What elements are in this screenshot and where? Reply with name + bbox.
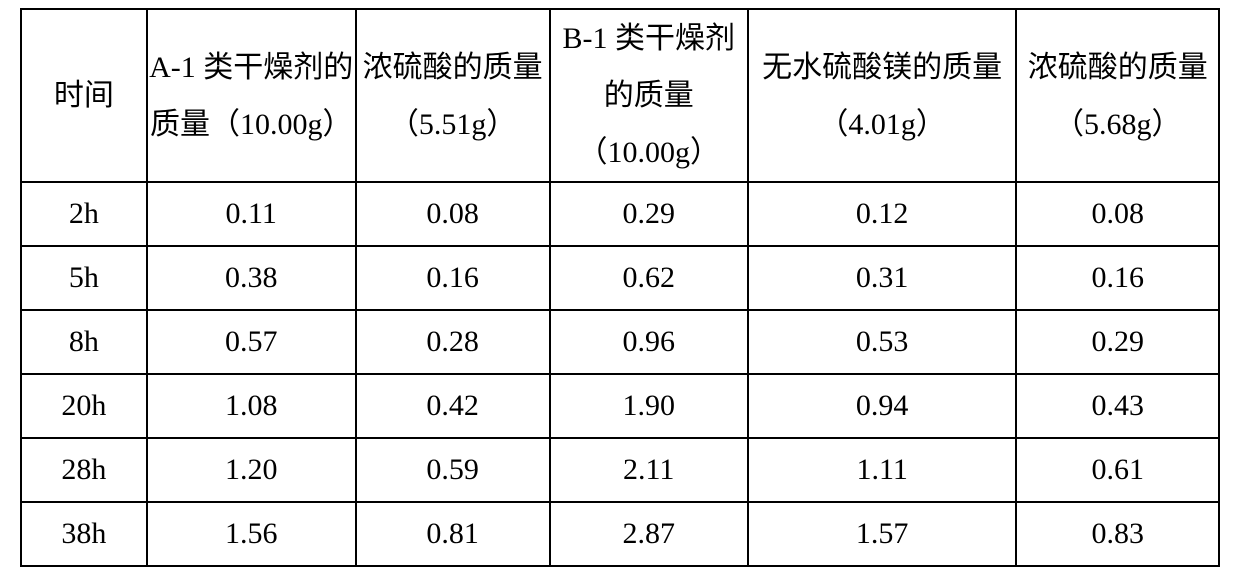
cell-mg: 0.94 — [748, 374, 1017, 438]
col-header-a1: A-1 类干燥剂的质量（10.00g） — [147, 9, 356, 182]
cell-h2: 0.16 — [1016, 246, 1219, 310]
table-row: 5h 0.38 0.16 0.62 0.31 0.16 — [21, 246, 1219, 310]
page: 时间 A-1 类干燥剂的质量（10.00g） 浓硫酸的质量（5.51g） B-1… — [0, 0, 1240, 572]
cell-a1: 0.11 — [147, 182, 356, 246]
cell-time: 20h — [21, 374, 147, 438]
cell-h1: 0.28 — [356, 310, 550, 374]
cell-mg: 0.12 — [748, 182, 1017, 246]
cell-time: 5h — [21, 246, 147, 310]
cell-a1: 1.08 — [147, 374, 356, 438]
cell-mg: 1.57 — [748, 502, 1017, 566]
cell-mg: 1.11 — [748, 438, 1017, 502]
cell-h1: 0.08 — [356, 182, 550, 246]
col-header-b1: B-1 类干燥剂的质量（10.00g） — [550, 9, 748, 182]
cell-h2: 0.29 — [1016, 310, 1219, 374]
cell-a1: 0.38 — [147, 246, 356, 310]
table-row: 28h 1.20 0.59 2.11 1.11 0.61 — [21, 438, 1219, 502]
col-header-h2: 浓硫酸的质量（5.68g） — [1016, 9, 1219, 182]
table-head: 时间 A-1 类干燥剂的质量（10.00g） 浓硫酸的质量（5.51g） B-1… — [21, 9, 1219, 182]
table-row: 20h 1.08 0.42 1.90 0.94 0.43 — [21, 374, 1219, 438]
cell-a1: 0.57 — [147, 310, 356, 374]
cell-b1: 1.90 — [550, 374, 748, 438]
cell-time: 28h — [21, 438, 147, 502]
col-header-mg: 无水硫酸镁的质量（4.01g） — [748, 9, 1017, 182]
col-header-h1: 浓硫酸的质量（5.51g） — [356, 9, 550, 182]
cell-mg: 0.31 — [748, 246, 1017, 310]
table-row: 38h 1.56 0.81 2.87 1.57 0.83 — [21, 502, 1219, 566]
cell-a1: 1.56 — [147, 502, 356, 566]
table-header-row: 时间 A-1 类干燥剂的质量（10.00g） 浓硫酸的质量（5.51g） B-1… — [21, 9, 1219, 182]
cell-h2: 0.08 — [1016, 182, 1219, 246]
cell-time: 8h — [21, 310, 147, 374]
cell-time: 38h — [21, 502, 147, 566]
table-row: 2h 0.11 0.08 0.29 0.12 0.08 — [21, 182, 1219, 246]
table-row: 8h 0.57 0.28 0.96 0.53 0.29 — [21, 310, 1219, 374]
cell-b1: 0.29 — [550, 182, 748, 246]
cell-h1: 0.16 — [356, 246, 550, 310]
cell-b1: 2.87 — [550, 502, 748, 566]
cell-h1: 0.42 — [356, 374, 550, 438]
cell-time: 2h — [21, 182, 147, 246]
cell-b1: 2.11 — [550, 438, 748, 502]
cell-h2: 0.83 — [1016, 502, 1219, 566]
cell-a1: 1.20 — [147, 438, 356, 502]
cell-h2: 0.61 — [1016, 438, 1219, 502]
cell-h1: 0.59 — [356, 438, 550, 502]
table-body: 2h 0.11 0.08 0.29 0.12 0.08 5h 0.38 0.16… — [21, 182, 1219, 566]
data-table: 时间 A-1 类干燥剂的质量（10.00g） 浓硫酸的质量（5.51g） B-1… — [20, 8, 1220, 567]
cell-h1: 0.81 — [356, 502, 550, 566]
cell-h2: 0.43 — [1016, 374, 1219, 438]
col-header-time: 时间 — [21, 9, 147, 182]
cell-b1: 0.62 — [550, 246, 748, 310]
cell-mg: 0.53 — [748, 310, 1017, 374]
cell-b1: 0.96 — [550, 310, 748, 374]
